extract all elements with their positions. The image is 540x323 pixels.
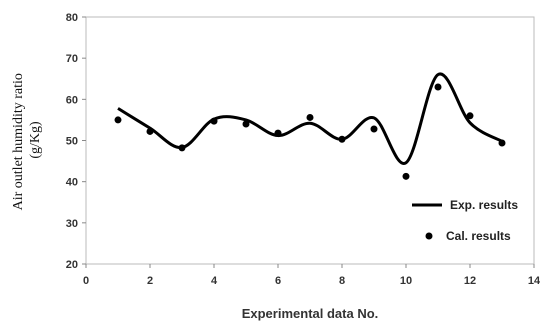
legend-marker-swatch — [425, 232, 433, 240]
y-axis-label-line2: (g/Kg) — [28, 121, 43, 159]
cal-result-point — [370, 125, 378, 133]
legend-label-cal: Cal. results — [446, 229, 511, 243]
y-tick-label: 30 — [66, 218, 78, 230]
cal-result-point — [306, 113, 314, 121]
cal-result-point — [498, 139, 506, 147]
cal-results-points — [114, 83, 506, 180]
cal-result-point — [114, 116, 122, 124]
y-tick-label: 20 — [66, 259, 78, 271]
x-tick-label: 14 — [528, 275, 540, 287]
x-tick-label: 6 — [275, 275, 281, 287]
y-axis-label-line1: Air outlet humidity ratio — [11, 73, 26, 210]
cal-result-point — [274, 129, 282, 137]
cal-result-point — [242, 120, 250, 128]
x-tick-label: 2 — [147, 275, 153, 287]
y-axis-ticks: 20 30 40 50 60 70 80 — [66, 12, 86, 271]
plot-area — [85, 16, 535, 265]
y-tick-label: 70 — [66, 53, 78, 65]
x-axis-label: Experimental data No. — [242, 306, 379, 321]
cal-result-point — [466, 112, 474, 120]
cal-result-point — [146, 127, 154, 135]
x-tick-label: 10 — [400, 275, 412, 287]
x-tick-label: 0 — [83, 275, 89, 287]
legend-label-exp: Exp. results — [450, 198, 518, 212]
cal-result-point — [178, 144, 186, 152]
y-tick-label: 60 — [66, 94, 78, 106]
y-tick-label: 50 — [66, 136, 78, 148]
x-tick-label: 12 — [464, 275, 476, 287]
cal-result-point — [402, 172, 410, 180]
x-tick-label: 8 — [339, 275, 345, 287]
y-tick-label: 40 — [66, 177, 78, 189]
y-axis-label: Air outlet humidity ratio (g/Kg) — [11, 70, 43, 211]
x-tick-label: 4 — [211, 275, 218, 287]
legend: Exp. results Cal. results — [412, 198, 518, 243]
x-axis-ticks: 0 2 4 6 8 10 12 14 — [83, 264, 540, 287]
cal-result-point — [338, 135, 346, 143]
cal-result-point — [210, 117, 218, 125]
y-tick-label: 80 — [66, 12, 78, 24]
cal-result-point — [434, 83, 442, 91]
